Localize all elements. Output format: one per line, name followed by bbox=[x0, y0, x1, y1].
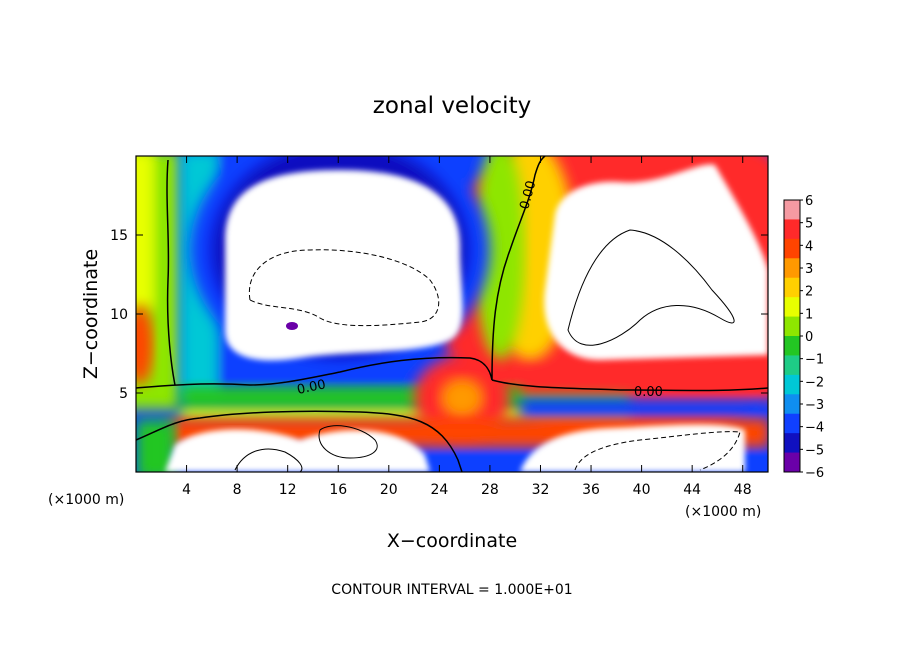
field-left-yellow bbox=[136, 156, 155, 310]
positive-contour-lower-center bbox=[234, 448, 303, 472]
colorbar-label: −2 bbox=[805, 375, 824, 390]
colorbar-swatch bbox=[784, 277, 800, 298]
x-tick-label: 36 bbox=[582, 482, 600, 498]
zero-contour-jet bbox=[491, 156, 546, 381]
colorbar-label: 0 bbox=[805, 330, 813, 345]
colorbar-swatch bbox=[784, 433, 800, 454]
positive-contour-lower-left bbox=[318, 425, 378, 459]
colorbar-swatch bbox=[784, 336, 800, 356]
contour-label-jet: 0.00 bbox=[517, 179, 539, 211]
zero-contour-left bbox=[166, 159, 176, 386]
colorbar: 6 5 4 3 2 1 0 −1 −2 −3 −4 −5 −6 bbox=[783, 194, 824, 481]
y-axis-label: Z−coordinate bbox=[80, 249, 102, 379]
x-tick-label: 44 bbox=[683, 482, 701, 498]
y-axis-ticks: 5 10 15 bbox=[110, 228, 768, 402]
x-tick-label: 8 bbox=[233, 482, 242, 498]
colorbar-swatch bbox=[784, 374, 800, 395]
field-right-blue-band bbox=[520, 398, 768, 420]
colorbar-swatch bbox=[784, 258, 800, 279]
zero-contour-lower bbox=[136, 410, 463, 472]
colorbar-label: −5 bbox=[805, 443, 824, 458]
contour-interval-note: CONTOUR INTERVAL = 1.000E+01 bbox=[331, 582, 572, 598]
x-tick-label: 40 bbox=[633, 482, 651, 498]
negative-contour-upper-left bbox=[248, 249, 440, 327]
positive-contour-upper-right bbox=[567, 229, 735, 346]
saturated-region-lower-left bbox=[165, 429, 430, 472]
saturated-region-upper-left bbox=[225, 170, 463, 361]
x-tick-label: 12 bbox=[279, 482, 297, 498]
y-tick-label: 15 bbox=[110, 228, 128, 244]
x-tick-label: 28 bbox=[481, 482, 499, 498]
x-unit-left: (×1000 m) bbox=[48, 492, 124, 508]
colorbar-label: 2 bbox=[805, 285, 813, 300]
colorbar-swatch bbox=[784, 238, 800, 259]
zero-contour-right bbox=[491, 379, 768, 392]
chart-title: zonal velocity bbox=[373, 93, 531, 119]
x-tick-label: 16 bbox=[329, 482, 347, 498]
x-tick-label: 24 bbox=[430, 482, 448, 498]
colorbar-swatch bbox=[784, 452, 800, 473]
colorbar-swatch bbox=[784, 219, 800, 240]
field-jet-green bbox=[475, 156, 525, 360]
colorbar-label: −6 bbox=[805, 466, 824, 481]
x-tick-label: 48 bbox=[734, 482, 752, 498]
violet-blob bbox=[286, 322, 298, 330]
colorbar-label: 4 bbox=[805, 239, 813, 254]
colorbar-label: 3 bbox=[805, 262, 813, 277]
x-axis-label: X−coordinate bbox=[387, 530, 517, 552]
x-tick-label: 32 bbox=[532, 482, 550, 498]
colorbar-swatch bbox=[784, 297, 800, 318]
plot-area bbox=[136, 156, 768, 472]
colorbar-label: 6 bbox=[805, 194, 813, 209]
zero-contour-mid bbox=[136, 356, 493, 389]
saturated-region-lower-right bbox=[520, 424, 745, 472]
colorbar-swatch bbox=[784, 316, 800, 337]
colorbar-label: −4 bbox=[805, 421, 824, 436]
colorbar-label: −1 bbox=[805, 353, 824, 368]
contour-label-mid: 0.00 bbox=[296, 377, 327, 398]
field-center-orange bbox=[440, 378, 484, 418]
x-tick-label: 4 bbox=[182, 482, 191, 498]
colorbar-swatch bbox=[784, 200, 800, 220]
x-axis-ticks: 4 8 12 16 20 24 28 32 36 40 44 48 bbox=[182, 156, 752, 498]
colorbar-swatch bbox=[784, 413, 800, 434]
field-left-red bbox=[136, 305, 154, 385]
x-tick-label: 20 bbox=[380, 482, 398, 498]
colorbar-label: 5 bbox=[805, 217, 813, 232]
y-tick-label: 10 bbox=[110, 307, 128, 323]
x-unit-right: (×1000 m) bbox=[685, 504, 761, 520]
saturated-region-upper-right bbox=[544, 164, 768, 360]
colorbar-swatch bbox=[784, 394, 800, 415]
contour-label-right: 0.00 bbox=[634, 385, 663, 400]
colorbar-swatch bbox=[784, 355, 800, 376]
colorbar-label: −3 bbox=[805, 398, 824, 413]
colorbar-label: 1 bbox=[805, 307, 813, 322]
y-tick-label: 5 bbox=[119, 386, 128, 402]
